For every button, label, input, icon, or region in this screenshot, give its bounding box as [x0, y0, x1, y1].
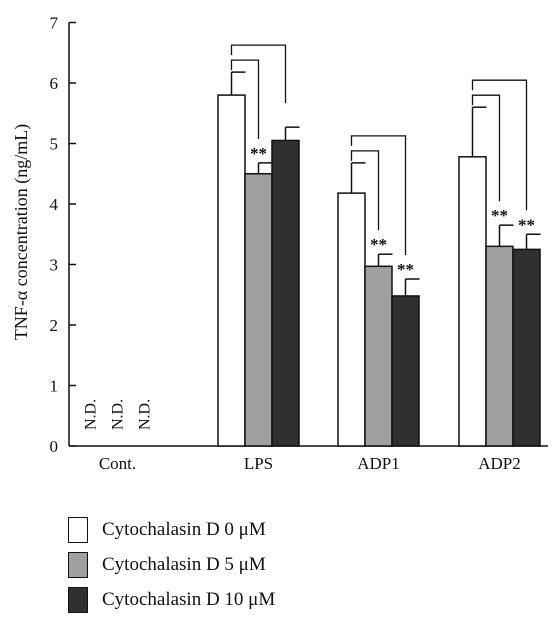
legend: Cytochalasin D 0 μM Cytochalasin D 5 μM …: [68, 512, 275, 617]
significance-marker: **: [397, 260, 414, 279]
significance-marker: **: [250, 144, 267, 163]
bar: [271, 139, 300, 447]
comparison-bracket: [471, 79, 528, 211]
y-tick-label: 6: [50, 74, 59, 93]
x-tick-label: ADP2: [478, 454, 521, 473]
x-tick-label: LPS: [244, 454, 273, 473]
nd-label: N.D.: [83, 399, 100, 430]
bar: [244, 173, 273, 447]
y-tick-label: 1: [50, 377, 59, 396]
legend-item-2: Cytochalasin D 10 μM: [68, 582, 275, 617]
nd-label: N.D.: [110, 399, 127, 430]
bar: [458, 156, 487, 447]
legend-item-0: Cytochalasin D 0 μM: [68, 512, 275, 547]
nd-label: N.D.: [137, 399, 154, 430]
bar: [337, 192, 366, 447]
y-tick-label: 7: [50, 14, 59, 33]
x-tick-label: Cont.: [99, 454, 136, 473]
legend-swatch-2: [68, 586, 88, 613]
significance-marker: **: [370, 235, 387, 254]
y-tick-label: 3: [50, 256, 59, 275]
significance-marker: **: [491, 206, 508, 225]
comparison-bracket: [471, 94, 501, 202]
bars-layer: N.D. N.D. N.D. ** ** ** ** **: [83, 71, 541, 447]
comparison-bracket: [350, 150, 380, 231]
comparison-bracket: [230, 59, 260, 139]
x-tick-label: ADP1: [357, 454, 400, 473]
legend-swatch-0: [68, 516, 88, 543]
bar: [391, 295, 420, 447]
legend-swatch-1: [68, 551, 88, 578]
y-tick-label: 2: [50, 316, 59, 335]
bar: [364, 265, 393, 447]
legend-label-1: Cytochalasin D 5 μM: [102, 553, 266, 575]
comparison-bracket: [350, 135, 407, 256]
legend-label-0: Cytochalasin D 0 μM: [102, 518, 266, 540]
y-tick-label: 4: [50, 195, 59, 214]
significance-marker: **: [518, 215, 535, 234]
comparison-bracket: [230, 44, 287, 104]
legend-item-1: Cytochalasin D 5 μM: [68, 547, 275, 582]
y-axis-label: TNF-α concentration (ng/mL): [11, 124, 32, 340]
y-tick-label: 5: [50, 135, 59, 154]
y-tick-label: 0: [50, 437, 59, 456]
bar: [217, 94, 246, 447]
axis-layer: 0 1 2 3 4 5 6 7 Cont. LPS ADP1 ADP2: [50, 14, 548, 473]
legend-label-2: Cytochalasin D 10 μM: [102, 588, 276, 610]
bar: [512, 248, 541, 447]
brackets-layer: [230, 44, 528, 256]
bar: [485, 245, 514, 447]
